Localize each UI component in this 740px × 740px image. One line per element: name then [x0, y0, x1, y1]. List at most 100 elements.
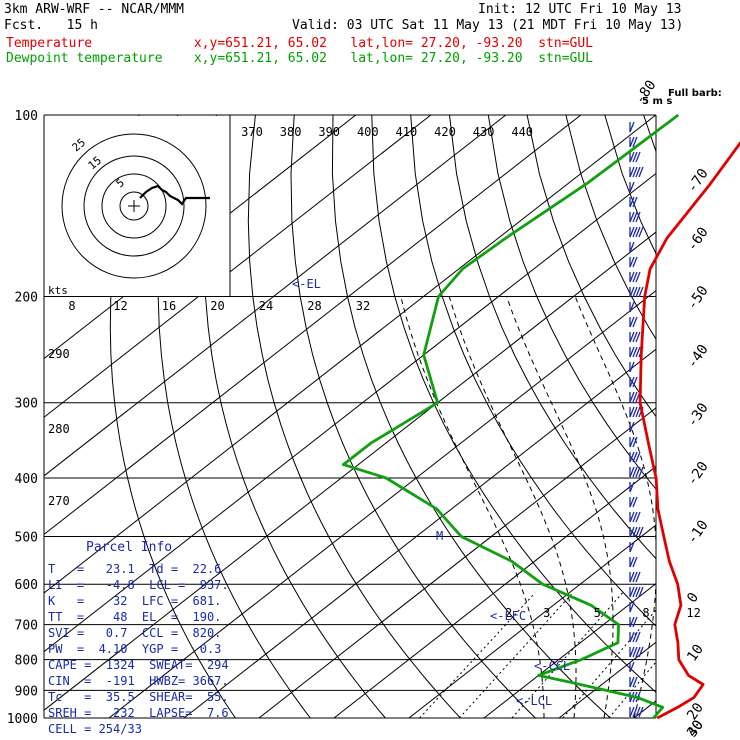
mixing-ratio-line [458, 592, 574, 718]
theta-side-label: 270 [48, 494, 70, 508]
wind-barb-flag [632, 511, 638, 523]
parcel-row: CIN = -191 HWBZ= 3667. [48, 674, 229, 688]
wind-barb-flag [632, 136, 638, 148]
wind-barb-flag [629, 571, 635, 583]
wind-barb-flag [635, 151, 641, 163]
marker-annotation: M [436, 529, 443, 543]
wind-barb-flag [632, 151, 638, 163]
wind-barb-flag [632, 286, 638, 298]
wind-barb-flag [629, 586, 635, 598]
wind-barb-flag [629, 361, 635, 373]
wind-barb-flag [632, 586, 638, 598]
wind-barb-flag [629, 151, 635, 163]
wind-barb-flag [629, 331, 635, 343]
wind-barb-flag [629, 676, 635, 688]
isotherm-line [44, 115, 656, 594]
wind-barb-flag [632, 556, 638, 568]
theta-side-label: 280 [48, 422, 70, 436]
parcel-row: TT = 48 EL = 190. [48, 610, 222, 624]
wind-barb-flag [629, 496, 635, 508]
ccl-annotation: <-CCL [534, 659, 570, 673]
hodograph-speed-label: 20 [210, 299, 224, 313]
hodograph-speed-label: 16 [162, 299, 176, 313]
wind-barb-flag [632, 451, 638, 463]
init-time: Init: 12 UTC Fri 10 May 13 [478, 2, 682, 17]
isotherm-line [44, 115, 582, 536]
wind-barb-flag [638, 466, 644, 478]
hodograph-ring [119, 191, 149, 221]
parcel-row: SVI = 0.7 CCL = 820. [48, 626, 222, 640]
hodograph-speed-label: 28 [307, 299, 321, 313]
wind-barb-flag [632, 196, 638, 208]
wind-barb-flag [638, 286, 644, 298]
parcel-row: PW = 4.10 YGP = 0.3 [48, 642, 222, 656]
pressure-tick-label: 200 [15, 291, 38, 306]
wind-barb-flag [629, 466, 635, 478]
wind-barb-flag [629, 196, 635, 208]
wind-barb-flag [629, 346, 635, 358]
wind-barb-flag [638, 646, 644, 658]
wind-barb-flag [629, 526, 635, 538]
dewpoint-profile [341, 113, 680, 719]
sounding-profiles [341, 113, 740, 720]
theta-label: 380 [280, 125, 302, 139]
parcel-row: K = 32 LFC = 681. [48, 594, 222, 608]
moist-adiabat [506, 296, 614, 718]
wind-barb-flag [629, 451, 635, 463]
pressure-tick-label: 900 [15, 684, 38, 699]
wind-barb-flag [632, 706, 638, 718]
hodograph-trace [139, 184, 210, 206]
temperature-legend: Temperature x,y=651.21, 65.02 lat,lon= 2… [6, 36, 593, 51]
barb-legend-units: 5 m s [642, 96, 672, 107]
wind-barb-flag [629, 556, 635, 568]
isotherm-line [709, 115, 740, 718]
wind-barb-flag [629, 181, 635, 193]
isotherm-line [44, 172, 656, 653]
wind-barb-flag [629, 511, 635, 523]
dry-adiabat [604, 115, 656, 255]
wind-barb-flag [635, 331, 641, 343]
wind-barb-flag [632, 211, 638, 223]
wind-barb-flag [632, 331, 638, 343]
wind-barb-flag [632, 631, 638, 643]
theta-label: 420 [434, 125, 456, 139]
wind-barb-flag [632, 376, 638, 388]
moist-adiabat [574, 296, 656, 718]
parcel-info-table: Parcel Info T = 23.1 Td = 22.6 LI = -4.8… [44, 538, 230, 740]
wind-barb-flag [635, 226, 641, 238]
theta-label: 440 [511, 125, 533, 139]
parcel-row: SREH = 232 LAPSE= 7.6 [48, 706, 229, 720]
wind-barb-flag [629, 601, 635, 613]
wind-barb-flag [632, 646, 638, 658]
isotherm-line [44, 115, 507, 477]
wind-barb-flag [629, 646, 635, 658]
wind-barb-flag [635, 511, 641, 523]
dry-adiabat [203, 115, 386, 718]
mixing-ratio-lines [419, 592, 656, 718]
dry-adiabat [157, 115, 311, 718]
wind-barb-flag [635, 211, 641, 223]
isotherm-line [408, 524, 656, 718]
theta-label: 400 [357, 125, 379, 139]
pressure-tick-label: 1000 [7, 712, 38, 727]
mixing-ratio-label: 3 [543, 606, 550, 620]
isotherm-label: -60 [684, 224, 712, 254]
theta-side-label: 290 [48, 347, 70, 361]
pressure-tick-label: 800 [15, 654, 38, 669]
dry-adiabat [331, 115, 611, 718]
wind-barb-flag [629, 166, 635, 178]
dry-adiabat [109, 115, 236, 718]
parcel-row: LI = -4.8 LCL = 937. [48, 578, 229, 592]
wind-barb-flag [629, 616, 635, 628]
wind-barb-flag [638, 706, 644, 718]
dry-adiabat-lines [109, 115, 656, 718]
wind-barb-flag [629, 241, 635, 253]
theta-label: 370 [241, 125, 263, 139]
isotherm-label: 40 [684, 717, 707, 740]
wind-barb-flag [635, 271, 641, 283]
wind-barb-flag [635, 406, 641, 418]
model-title: 3km ARW-WRF -- NCAR/MMM [4, 2, 185, 17]
wind-barb-flag [632, 466, 638, 478]
wind-barb-flag [632, 496, 638, 508]
